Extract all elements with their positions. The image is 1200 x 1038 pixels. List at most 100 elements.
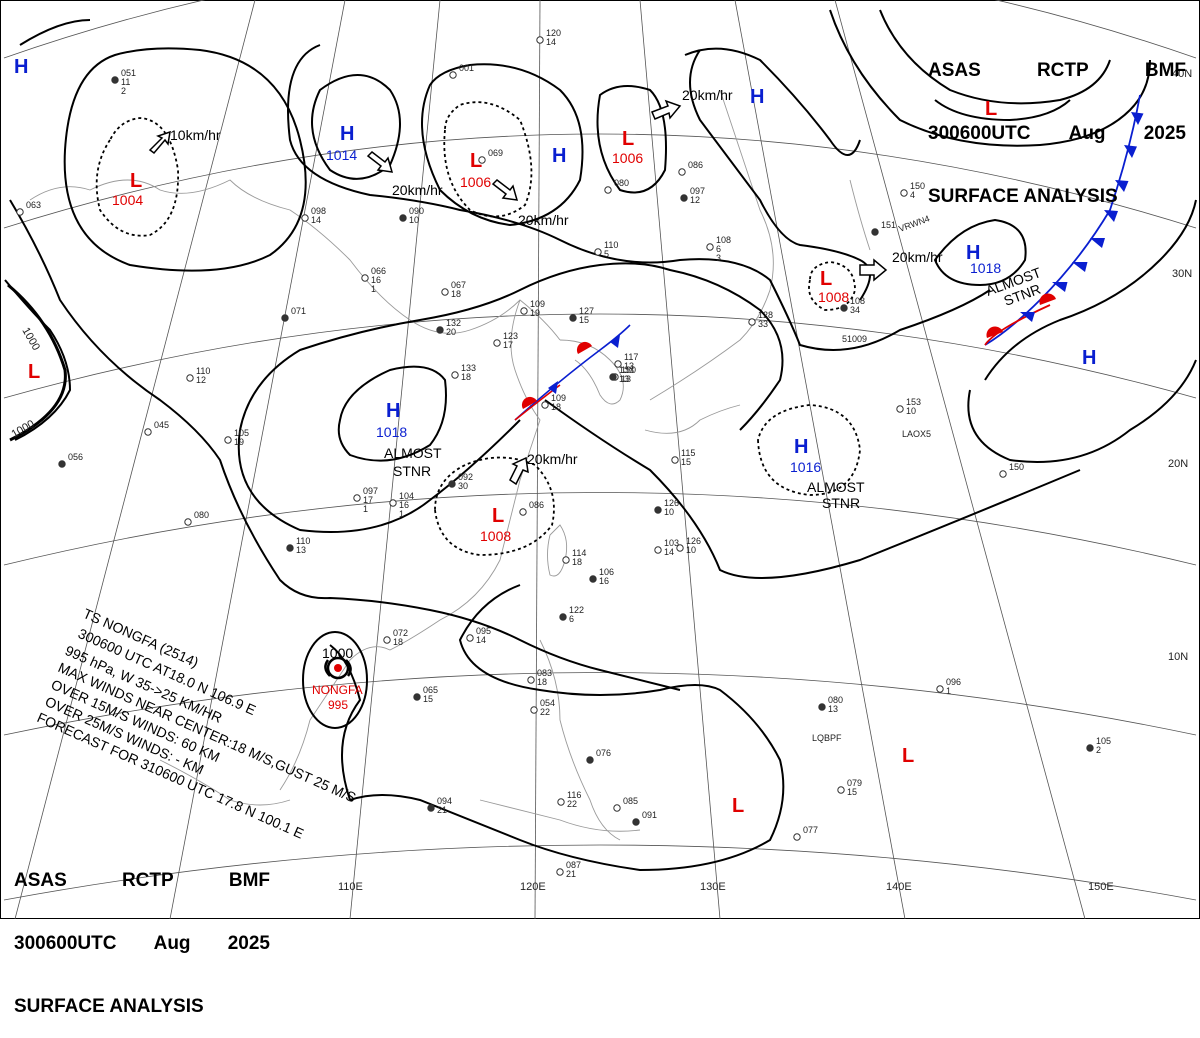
station-circle (557, 798, 565, 806)
station-value: 150 (1009, 462, 1024, 472)
high-center: H (750, 86, 764, 108)
typhoon-name: NONGFA (312, 683, 363, 697)
station-circle (837, 786, 845, 794)
high-center: H (1082, 347, 1096, 369)
station-value: 14 (664, 547, 674, 557)
station-circle (840, 304, 848, 312)
station-value: 083 (537, 668, 552, 678)
station-value: 6 (716, 244, 721, 254)
low-value: 1006 (460, 174, 491, 190)
header-title: SURFACE ANALYSIS (928, 186, 1118, 207)
low-center: L (985, 98, 997, 120)
header-region: ASAS (14, 870, 67, 891)
lat-label: 10N (1168, 651, 1188, 663)
station-circle (448, 480, 456, 488)
station-value: 105 (1096, 736, 1111, 746)
station-value: 067 (451, 280, 466, 290)
high-center: H (794, 436, 808, 458)
high-value: 1018 (970, 260, 1001, 276)
station-circle (586, 756, 594, 764)
low-center: L (732, 795, 744, 817)
station-value: 18 (393, 637, 403, 647)
station-circle (562, 556, 570, 564)
station-circle (609, 373, 617, 381)
station-value: 18 (572, 557, 582, 567)
cold-front-triangle (1020, 312, 1035, 322)
station-circle (936, 685, 944, 693)
station-value: 080 (614, 178, 629, 188)
high-center: H (386, 400, 400, 422)
stnr-label: STNR (822, 495, 860, 511)
station-circle (184, 518, 192, 526)
station-value: 127 (579, 306, 594, 316)
station-value: 114 (572, 548, 586, 558)
motion-label: 20km/hr (527, 451, 578, 467)
high-center: H (14, 56, 28, 78)
station-circle (224, 436, 232, 444)
station-value: 085 (623, 796, 638, 806)
station-circle (436, 326, 444, 334)
lon-label: 130E (700, 881, 726, 893)
station-value: 13 (621, 374, 631, 384)
station-value: 054 (540, 698, 555, 708)
station-value: 106 (599, 567, 614, 577)
station-circle (614, 360, 622, 368)
motion-arrow (651, 99, 682, 120)
motion-arrow (148, 130, 171, 155)
station-value: 123 (503, 331, 518, 341)
station-circle (530, 706, 538, 714)
header-top: ASAS RCTP BMF 300600UTC Aug 2025 SURFACE ANA… (928, 18, 1186, 228)
station-circle (493, 339, 501, 347)
station-circle (519, 508, 527, 516)
pressure-lows: L 1004 L 1006 L 1006 L 1008 L 1008 L L L… (28, 98, 997, 817)
almost-label: ALMOST (807, 479, 865, 495)
station-circle (16, 208, 24, 216)
header-region: ASAS (928, 60, 981, 81)
station-plot: 001 (449, 63, 474, 79)
station-circle (441, 288, 449, 296)
header-code: BMF (228, 870, 270, 891)
header-time: 300600UTC (928, 123, 1031, 144)
station-circle (58, 460, 66, 468)
station-value: 22 (567, 799, 577, 809)
station-value: 133 (619, 365, 634, 375)
motion-label: 20km/hr (392, 182, 443, 198)
station-plot: 086 (678, 160, 703, 176)
station-value: 133 (461, 363, 476, 373)
station-id: 51009 (842, 334, 867, 344)
cold-front-triangle (548, 381, 558, 394)
high-center: H (966, 242, 980, 264)
station-value: 13 (624, 361, 634, 371)
grid-labels: 40N 30N 20N 10N 110E 120E 130E 140E 150E (338, 68, 1192, 893)
pressure-highs: H H 1014 H H H 1018 H 1018 H 1016 H (14, 56, 1096, 475)
station-circle (449, 71, 457, 79)
station-value: 077 (803, 825, 818, 835)
station-value: 115 (681, 448, 695, 458)
warm-front-semicircle (1039, 293, 1056, 305)
station-value: 16 (399, 500, 409, 510)
cold-front-triangle (1124, 145, 1137, 158)
station-value: 051 (121, 68, 136, 78)
station-value: 22 (540, 707, 550, 717)
station-value: 10 (686, 545, 696, 555)
station-circle (569, 314, 577, 322)
station-value: 19 (234, 437, 244, 447)
station-id: LAOX5 (902, 429, 931, 439)
